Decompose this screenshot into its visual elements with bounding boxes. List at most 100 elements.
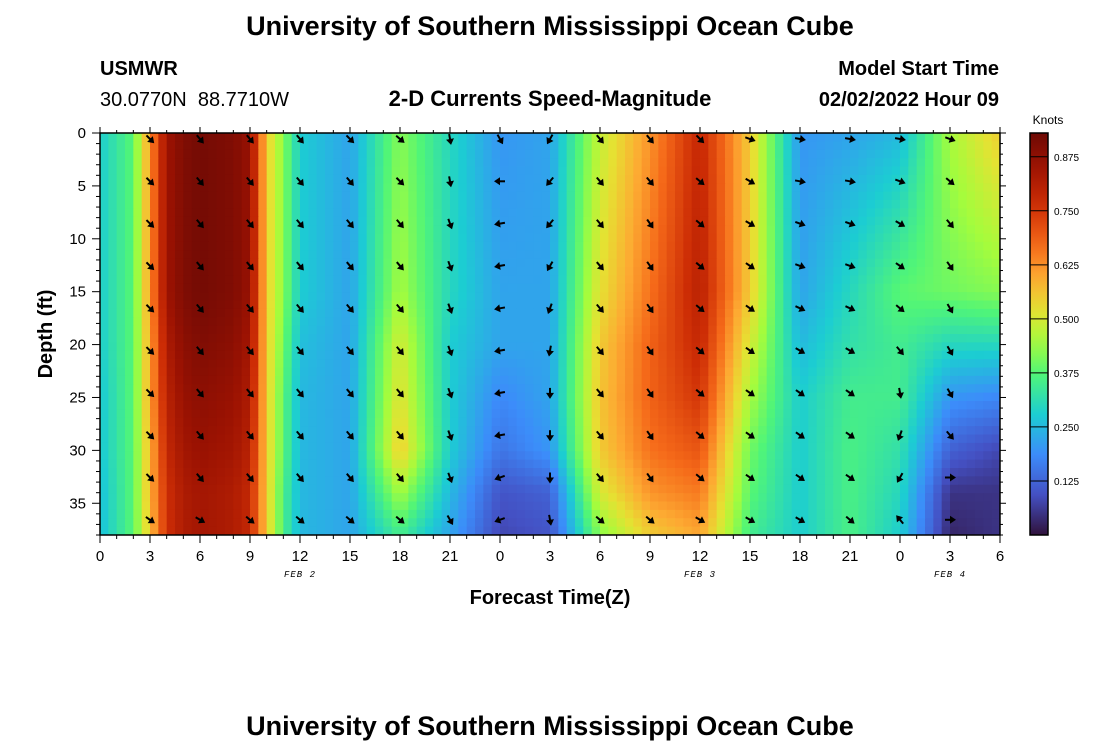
heat-cell (258, 275, 268, 285)
heat-cell (383, 509, 393, 519)
heat-cell (125, 141, 134, 151)
heat-cell (358, 250, 368, 260)
heat-cell (841, 191, 851, 201)
heat-cell (833, 334, 843, 343)
heat-cell (383, 375, 393, 385)
heat-cell (366, 434, 376, 444)
heat-cell (958, 468, 968, 477)
heat-cell (933, 509, 943, 519)
heat-cell (816, 183, 826, 193)
heat-cell (216, 501, 226, 511)
heat-cell (175, 183, 184, 193)
heat-cell (708, 334, 718, 343)
heat-cell (358, 459, 368, 469)
heat-cell (316, 426, 326, 436)
heat-cell (658, 275, 668, 285)
heat-cell (633, 367, 643, 377)
heat-cell (650, 434, 659, 444)
heat-cell (208, 375, 218, 385)
heat-cell (150, 166, 159, 176)
heat-cell (183, 334, 193, 343)
heat-cell (858, 417, 868, 427)
heat-cell (858, 375, 868, 385)
heat-cell (458, 442, 468, 452)
heat-cell (175, 417, 184, 427)
heat-cell (266, 149, 276, 159)
heat-cell (150, 484, 159, 494)
heat-cell (675, 367, 684, 377)
heat-cell (516, 401, 526, 410)
heat-cell (858, 133, 868, 142)
heat-cell (700, 426, 709, 436)
heat-cell (683, 417, 693, 427)
heat-cell (883, 409, 893, 419)
heat-cell (866, 325, 876, 335)
heat-cell (516, 216, 526, 226)
heat-cell (508, 392, 518, 402)
heat-cell (658, 133, 668, 142)
heat-cell (466, 133, 476, 142)
heat-cell (150, 200, 159, 209)
heat-cell (666, 133, 676, 142)
heat-cell (791, 501, 801, 511)
heat-cell (258, 308, 268, 318)
heat-cell (858, 191, 868, 201)
heat-cell (383, 183, 393, 193)
heat-cell (633, 375, 643, 385)
heat-cell (583, 166, 593, 176)
heat-cell (125, 401, 134, 410)
heat-cell (425, 233, 434, 243)
heat-cell (400, 250, 409, 260)
heat-cell (108, 459, 118, 469)
heat-cell (241, 392, 251, 402)
heat-cell (850, 426, 859, 436)
heat-cell (108, 158, 118, 168)
heat-cell (675, 216, 684, 226)
heat-cell (341, 417, 351, 427)
heat-cell (925, 258, 934, 268)
heat-cell (516, 158, 526, 168)
heat-cell (175, 250, 184, 260)
heat-cell (791, 401, 801, 410)
heat-cell (133, 191, 143, 201)
heat-cell (891, 158, 901, 168)
heat-cell (758, 509, 768, 519)
heat-cell (750, 509, 759, 519)
heat-cell (841, 149, 851, 159)
heat-cell (950, 509, 959, 519)
heat-cell (133, 442, 143, 452)
heat-cell (833, 509, 843, 519)
heat-cell (783, 183, 793, 193)
heat-cell (125, 442, 134, 452)
heat-cell (875, 392, 884, 402)
heat-cell (650, 409, 659, 419)
heat-cell (983, 225, 993, 235)
heat-cell (783, 292, 793, 302)
heat-cell (341, 141, 351, 151)
heat-cell (608, 225, 618, 235)
heat-cell (141, 325, 151, 335)
heat-cell (550, 468, 559, 477)
heat-cell (258, 141, 268, 151)
heat-cell (241, 174, 251, 184)
heat-cell (883, 434, 893, 444)
heat-cell (750, 250, 759, 260)
heat-cell (941, 267, 951, 276)
heat-cell (875, 241, 884, 251)
heat-cell (191, 308, 201, 318)
heat-cell (408, 292, 418, 302)
heat-cell (100, 518, 109, 528)
heat-cell (325, 166, 334, 176)
heat-cell (216, 417, 226, 427)
heat-cell (100, 267, 109, 276)
heat-cell (941, 241, 951, 251)
heat-cell (116, 426, 126, 436)
heat-cell (441, 166, 451, 176)
heat-cell (916, 258, 926, 268)
heat-cell (558, 275, 568, 285)
heat-cell (308, 241, 318, 251)
heat-cell (658, 141, 668, 151)
heat-cell (683, 451, 693, 461)
heat-cell (500, 325, 509, 335)
heat-cell (650, 174, 659, 184)
